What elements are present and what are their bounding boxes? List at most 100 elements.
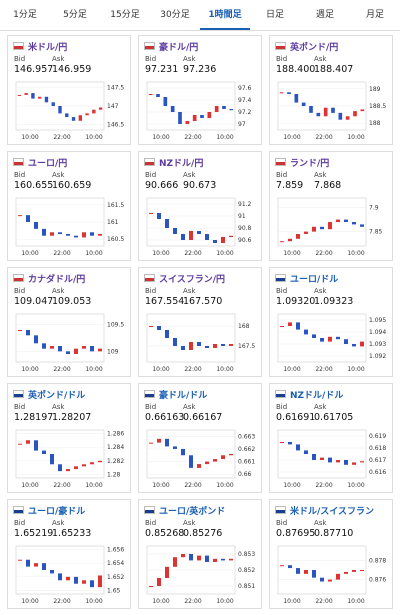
flag: [275, 158, 286, 166]
rate-card[interactable]: ユーロ/円 Bid Ask 160.655 160.659 161.5 161 160.5 10…: [7, 151, 131, 261]
tab[interactable]: 15分足: [110, 10, 140, 20]
flag: [13, 42, 24, 50]
y-tick-label: 0.851: [238, 583, 255, 590]
tab[interactable]: 5分足: [63, 10, 87, 20]
x-tick-label: 10:00: [283, 250, 300, 257]
candle: [189, 455, 193, 468]
candle: [173, 228, 177, 234]
candle: [344, 460, 348, 465]
ask-value: 167.570: [183, 296, 223, 307]
tab[interactable]: 1時間足: [200, 0, 250, 30]
candle: [165, 438, 169, 447]
candle: [189, 554, 193, 561]
x-tick-label: 22:00: [315, 366, 332, 373]
pair-title: NZドル/ドル: [290, 391, 344, 401]
bid-label: Bid: [14, 519, 26, 527]
rate-card[interactable]: スイスフラン/円 Bid Ask 167.554 167.570 168 167.5 10:0…: [138, 267, 262, 377]
rate-card[interactable]: 豪ドル/円 Bid Ask 97.231 97.236 97.6 97.4 97.2 97 10:…: [138, 35, 262, 145]
y-tick-label: 1.095: [369, 317, 386, 324]
mini-chart: 161.5 161 160.5 10:00 22:00 10:00: [15, 197, 124, 257]
y-tick-label: 1.656: [107, 546, 124, 553]
candle: [353, 111, 357, 117]
candle: [197, 231, 201, 234]
mini-chart: 97.6 97.4 97.2 97 10:00 22:00 10:00: [146, 81, 252, 141]
candle: [98, 234, 102, 236]
candle: [352, 570, 356, 572]
ask-label: Ask: [183, 171, 196, 179]
candle: [165, 566, 169, 578]
mini-chart: 109.5 109 10:00 22:00 10:00: [15, 313, 124, 373]
rate-card[interactable]: ユーロ/豪ドル Bid Ask 1.65219 1.65233 1.656 1.654 1.6…: [7, 499, 131, 609]
plot-frame: [15, 545, 105, 595]
candle: [336, 336, 340, 340]
x-tick-label: 22:00: [184, 250, 201, 257]
ask-value: 1.65233: [52, 528, 92, 539]
candle: [360, 224, 364, 227]
candle: [38, 96, 42, 99]
tab[interactable]: 30分足: [160, 10, 190, 20]
flag: [13, 274, 24, 282]
pair-title: 米ドル/円: [28, 43, 68, 53]
candle: [163, 97, 168, 106]
pair-title: 豪ドル/ドル: [159, 391, 208, 401]
candle: [34, 335, 38, 344]
flag: [275, 506, 286, 514]
bid-label: Bid: [145, 55, 157, 63]
candle: [360, 341, 364, 347]
x-tick-label: 22:00: [315, 134, 332, 141]
rate-card[interactable]: カナダドル/円 Bid Ask 109.047 109.053 109.5 109 10:00…: [7, 267, 131, 377]
candle: [280, 241, 284, 243]
x-tick-label: 10:00: [347, 366, 364, 373]
candle: [26, 215, 30, 222]
candle: [78, 115, 82, 121]
rate-card[interactable]: 豪ドル/ドル Bid Ask 0.66163 0.66167 0.663 0.662 0.66…: [138, 383, 262, 493]
candle: [352, 222, 356, 225]
rate-card[interactable]: NZドル/ドル Bid Ask 0.61691 0.61705 0.619 0.618 0.6…: [269, 383, 393, 493]
candle: [279, 92, 284, 94]
x-tick-label: 10:00: [283, 366, 300, 373]
candle: [34, 222, 38, 229]
y-tick-label: 0.661: [238, 459, 255, 466]
rate-card[interactable]: 英ポンド/ドル Bid Ask 1.28197 1.28207 1.286 1.284 1.2…: [7, 383, 131, 493]
flag: [144, 42, 155, 50]
candle: [320, 577, 324, 582]
candle: [18, 443, 22, 445]
x-tick-label: 10:00: [216, 598, 233, 605]
candle: [50, 346, 54, 349]
rate-card[interactable]: 米ドル/円 Bid Ask 146.957 146.959 147.5 147 146.5 10…: [7, 35, 131, 145]
bid-value: 146.957: [14, 64, 54, 75]
plot-frame: [146, 429, 236, 479]
candle: [18, 559, 22, 561]
tab[interactable]: 日足: [265, 10, 284, 20]
rate-card[interactable]: ユーロ/ドル Bid Ask 1.09320 1.09323 1.095 1.094 1.09…: [269, 267, 393, 377]
tab[interactable]: 月足: [365, 10, 384, 20]
x-tick-label: 22:00: [53, 598, 70, 605]
x-tick-label: 10:00: [21, 482, 38, 489]
ask-label: Ask: [183, 403, 196, 411]
x-tick-label: 10:00: [152, 598, 169, 605]
candle: [157, 578, 161, 586]
candle: [173, 557, 177, 567]
rate-card[interactable]: 米ドル/スイスフラン Bid Ask 0.87695 0.87710 0.878 0.876…: [269, 499, 393, 609]
rate-card[interactable]: ユーロ/英ポンド Bid Ask 0.85268 0.85276 0.853 0.852 0.…: [138, 499, 262, 609]
tab[interactable]: 週足: [315, 10, 334, 20]
rate-card[interactable]: ランド/円 Bid Ask 7.859 7.868 7.9 7.85 10:00 22:00 10…: [269, 151, 393, 261]
y-tick-label: 90.6: [238, 237, 252, 244]
x-tick-label: 10:00: [347, 598, 364, 605]
candle: [74, 576, 78, 584]
rate-card[interactable]: 英ポンド/円 Bid Ask 188.400 188.407 189 188.5 188 10:…: [269, 35, 393, 145]
y-tick-label: 146.5: [107, 121, 124, 128]
ask-value: 0.87710: [314, 528, 354, 539]
candle: [197, 555, 201, 561]
tab[interactable]: 1分足: [13, 10, 37, 20]
x-tick-label: 10:00: [152, 482, 169, 489]
candle: [165, 330, 169, 338]
candle: [71, 117, 76, 121]
y-tick-label: 1.28: [107, 472, 121, 479]
candle: [66, 351, 70, 354]
y-tick-label: 1.092: [369, 353, 386, 360]
x-tick-label: 10:00: [283, 134, 300, 141]
y-tick-label: 161: [107, 219, 119, 226]
rate-card[interactable]: NZドル/円 Bid Ask 90.666 90.673 91.2 91 90.8 90.6 10…: [138, 151, 262, 261]
ask-value: 1.09323: [314, 296, 354, 307]
